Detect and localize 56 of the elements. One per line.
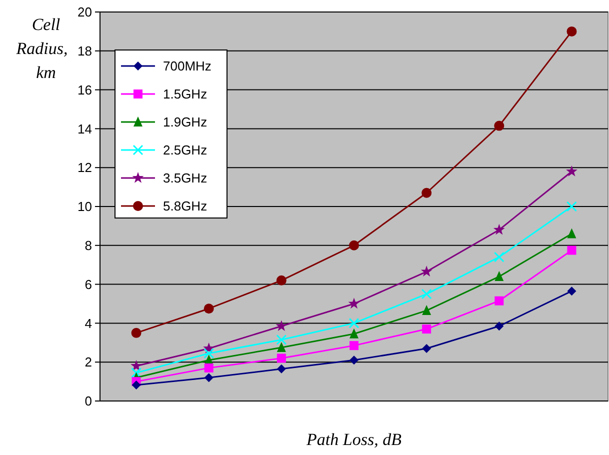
- point: [131, 368, 142, 378]
- point: [494, 322, 504, 331]
- legend-label: 5.8GHz: [163, 198, 208, 214]
- point: [204, 373, 214, 382]
- point: [204, 304, 214, 314]
- point: [422, 324, 432, 334]
- legend-label: 700MHz: [163, 58, 212, 74]
- point: [348, 298, 360, 309]
- y-tick-label: 20: [78, 4, 92, 20]
- point: [276, 334, 287, 345]
- point: [350, 328, 358, 338]
- point: [567, 246, 576, 255]
- legend-label: 1.5GHz: [163, 86, 208, 102]
- legend-label: 1.9GHz: [163, 114, 208, 130]
- point: [349, 240, 359, 250]
- point: [566, 165, 578, 176]
- point: [204, 348, 214, 359]
- point: [494, 252, 504, 262]
- point: [567, 228, 576, 238]
- y-tick-label: 4: [84, 316, 92, 331]
- point: [132, 380, 141, 390]
- y-tick-label: 8: [84, 238, 92, 253]
- point: [494, 271, 504, 282]
- point: [276, 275, 286, 286]
- y-tick-label: 18: [78, 43, 92, 58]
- point: [420, 266, 432, 277]
- y-tick-label: 12: [78, 160, 92, 176]
- y-axis-title: Cell Radius, km: [15, 15, 68, 82]
- y-tick-label: 16: [78, 82, 92, 98]
- point: [494, 120, 504, 131]
- point: [276, 364, 286, 374]
- point: [348, 318, 360, 328]
- point: [566, 201, 577, 212]
- y-tick-label: 14: [78, 121, 92, 136]
- point: [494, 296, 504, 306]
- y-tick-label: 0: [84, 394, 92, 409]
- point: [422, 344, 432, 353]
- legend-label: 3.5GHz: [163, 170, 208, 186]
- y-tick-label: 6: [84, 276, 92, 292]
- y-tick-label: 2: [84, 354, 92, 370]
- point: [276, 342, 286, 352]
- point: [204, 363, 214, 372]
- point: [567, 286, 576, 296]
- point: [350, 341, 358, 350]
- legend-label: 2.5GHz: [163, 142, 208, 158]
- point: [566, 26, 577, 36]
- point: [421, 288, 432, 300]
- point: [493, 224, 505, 235]
- point: [422, 188, 432, 198]
- x-axis-title: Path Loss, dB: [306, 430, 402, 449]
- point: [350, 356, 358, 365]
- point: [422, 305, 432, 316]
- y-tick-label: 10: [78, 199, 92, 214]
- point: [130, 360, 142, 371]
- point: [276, 354, 286, 363]
- point: [131, 328, 142, 338]
